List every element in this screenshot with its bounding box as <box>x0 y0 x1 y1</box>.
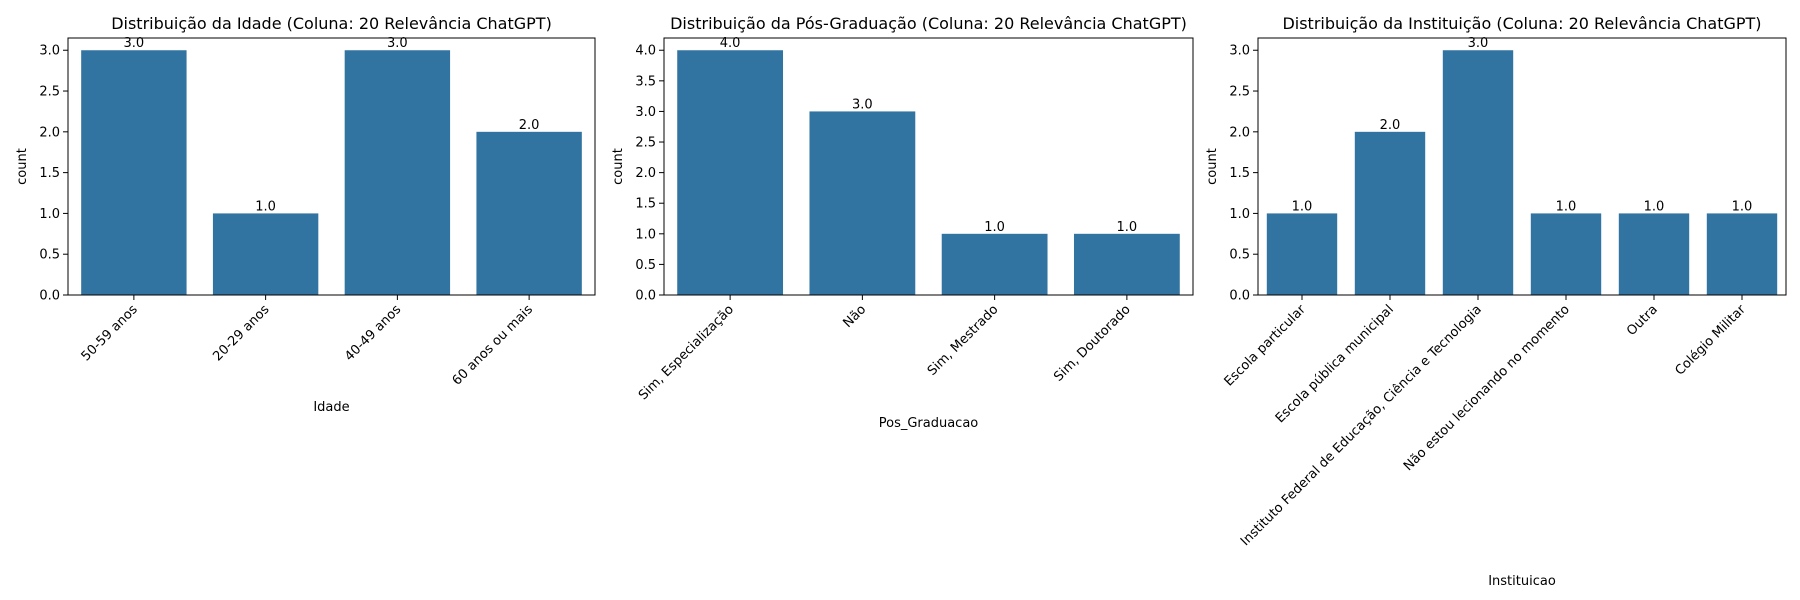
data-label: 3.0 <box>124 36 145 51</box>
bar <box>809 111 916 295</box>
chart-title: Distribuição da Pós-Graduação (Coluna: 2… <box>670 14 1187 33</box>
bar <box>677 50 784 295</box>
bar <box>1354 131 1426 295</box>
y-tick-label: 3.0 <box>39 44 60 59</box>
x-axis-label: Pos_Graduacao <box>879 416 979 431</box>
y-tick-label: 1.5 <box>1229 166 1250 181</box>
data-label: 1.0 <box>984 220 1005 235</box>
y-axis-label: count <box>15 148 30 185</box>
y-tick-label: 1.0 <box>39 207 60 222</box>
x-tick-label: 60 anos ou mais <box>450 302 536 388</box>
x-axis-label: Instituicao <box>1488 574 1556 589</box>
bar <box>1073 233 1180 295</box>
y-tick-label: 2.5 <box>1229 85 1250 100</box>
x-tick-label: Não estou lecionando no momento <box>1401 302 1573 474</box>
y-axis-label: count <box>611 148 626 185</box>
chart-instituicao: Distribuição da Instituição (Coluna: 20 … <box>1205 14 1787 589</box>
y-tick-label: 2.5 <box>635 136 656 151</box>
x-tick-label: Outra <box>1624 302 1661 339</box>
chart-title: Distribuição da Idade (Coluna: 20 Relevâ… <box>111 14 552 33</box>
chart-idade: Distribuição da Idade (Coluna: 20 Relevâ… <box>15 14 596 415</box>
y-tick-label: 3.5 <box>635 74 656 89</box>
x-axis-label: Idade <box>313 400 349 415</box>
data-label: 1.0 <box>1292 199 1313 214</box>
bar <box>81 50 187 295</box>
y-tick-label: 4.0 <box>635 44 656 59</box>
x-tick-label: 20-29 anos <box>210 302 272 364</box>
axes-frame <box>67 37 596 296</box>
data-label: 2.0 <box>519 118 540 133</box>
data-label: 1.0 <box>1732 199 1753 214</box>
x-tick-label: Escola particular <box>1222 302 1310 390</box>
x-tick-label: Sim, Mestrado <box>925 302 1002 379</box>
x-tick-label: Colégio Militar <box>1672 302 1749 379</box>
x-tick-label: Sim, Especialização <box>636 302 737 403</box>
axes-frame <box>663 37 1194 296</box>
data-label: 3.0 <box>852 97 873 112</box>
y-tick-label: 0.5 <box>635 258 656 273</box>
x-tick-label: 40-49 anos <box>342 302 404 364</box>
y-tick-label: 0.0 <box>1229 289 1250 304</box>
y-tick-label: 0.0 <box>635 289 656 304</box>
data-label: 3.0 <box>1468 36 1489 51</box>
axes-frame <box>1257 37 1787 296</box>
y-tick-label: 2.5 <box>39 85 60 100</box>
bar <box>1530 213 1602 295</box>
bar <box>1618 213 1690 295</box>
y-tick-label: 1.5 <box>635 197 656 212</box>
data-label: 3.0 <box>387 36 408 51</box>
bar <box>1442 50 1514 295</box>
bar <box>941 233 1048 295</box>
data-label: 1.0 <box>1556 199 1577 214</box>
x-tick-label: Sim, Doutorado <box>1051 302 1133 384</box>
y-tick-label: 3.0 <box>635 105 656 120</box>
bar <box>476 131 582 295</box>
y-tick-label: 3.0 <box>1229 44 1250 59</box>
chart-pos-graduacao: Distribuição da Pós-Graduação (Coluna: 2… <box>611 14 1194 431</box>
y-tick-label: 2.0 <box>635 166 656 181</box>
y-tick-label: 0.0 <box>39 289 60 304</box>
data-label: 1.0 <box>1644 199 1665 214</box>
x-tick-label: Não <box>840 302 869 331</box>
data-label: 1.0 <box>1117 220 1138 235</box>
y-tick-label: 2.0 <box>39 125 60 140</box>
data-label: 1.0 <box>255 199 276 214</box>
data-label: 4.0 <box>720 36 741 51</box>
y-tick-label: 1.0 <box>1229 207 1250 222</box>
x-tick-label: 50-59 anos <box>79 302 141 364</box>
y-tick-label: 0.5 <box>1229 248 1250 263</box>
y-axis-label: count <box>1205 148 1220 185</box>
y-tick-label: 1.0 <box>635 227 656 242</box>
data-label: 2.0 <box>1380 118 1401 133</box>
bar <box>212 213 319 295</box>
bar <box>1266 213 1338 295</box>
bar <box>344 50 451 295</box>
y-tick-label: 0.5 <box>39 248 60 263</box>
bar <box>1706 213 1778 295</box>
chart-title: Distribuição da Instituição (Coluna: 20 … <box>1282 14 1761 33</box>
y-tick-label: 1.5 <box>39 166 60 181</box>
y-tick-label: 2.0 <box>1229 125 1250 140</box>
